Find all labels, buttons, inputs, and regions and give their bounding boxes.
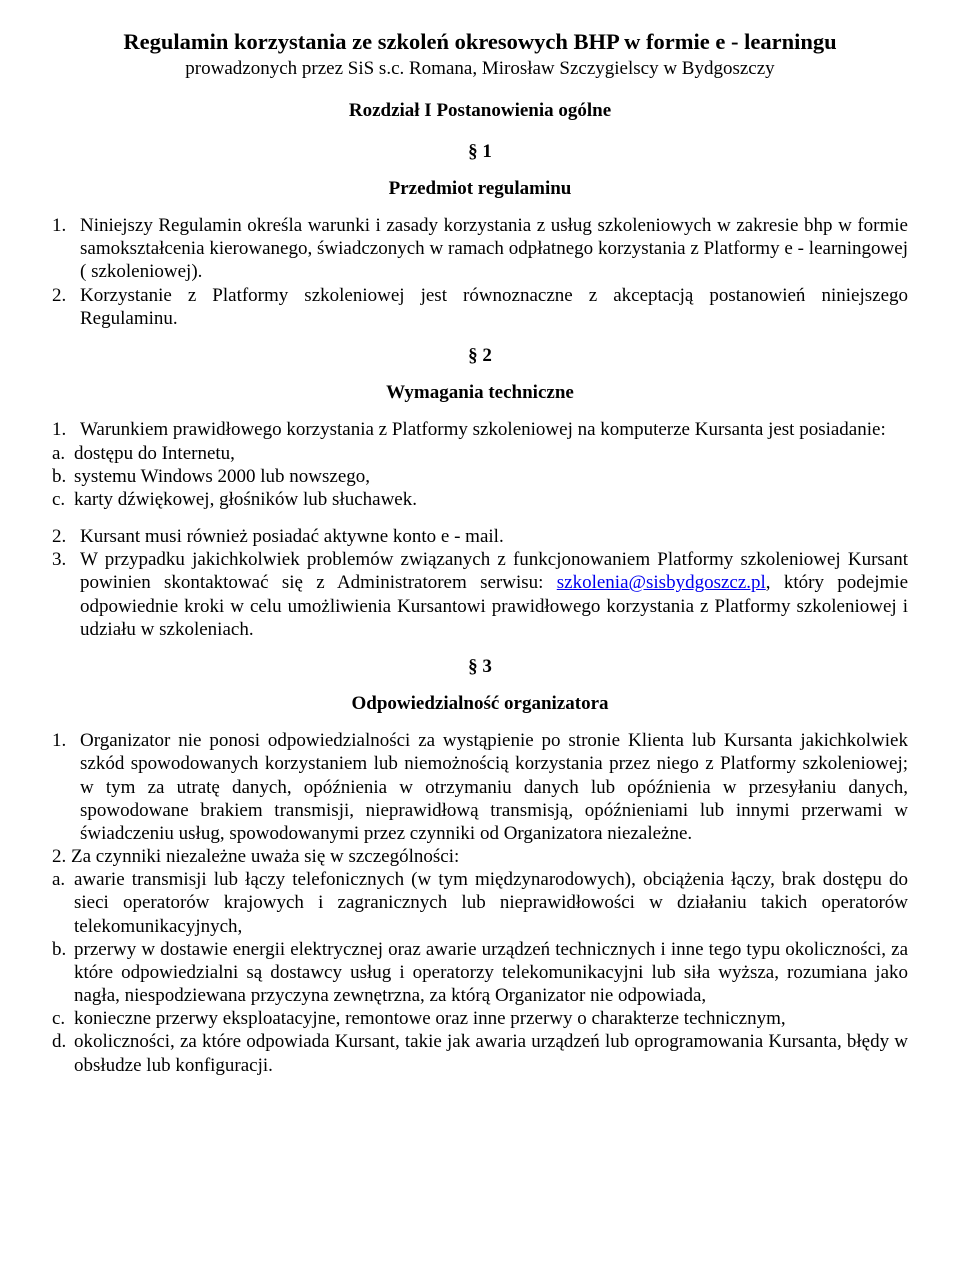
s3-item-b: b. przerwy w dostawie energii elektryczn… bbox=[52, 938, 908, 1008]
section-3-num: § 3 bbox=[52, 655, 908, 678]
list-text: przerwy w dostawie energii elektrycznej … bbox=[74, 938, 908, 1008]
list-marker: a. bbox=[52, 868, 74, 938]
list-marker: 2. bbox=[52, 284, 80, 330]
s2-item-c: c. karty dźwiękowej, głośników lub słuch… bbox=[52, 488, 908, 511]
s2-item-3: 3. W przypadku jakichkolwiek problemów z… bbox=[52, 548, 908, 641]
s3-item-d: d. okoliczności, za które odpowiada Kurs… bbox=[52, 1030, 908, 1076]
s2-item-a: a. dostępu do Internetu, bbox=[52, 442, 908, 465]
section-3-title: Odpowiedzialność organizatora bbox=[52, 692, 908, 715]
list-marker: b. bbox=[52, 938, 74, 1008]
list-marker: a. bbox=[52, 442, 74, 465]
list-text: Niniejszy Regulamin określa warunki i za… bbox=[80, 214, 908, 284]
section-1-title: Przedmiot regulaminu bbox=[52, 177, 908, 200]
s1-item-2: 2. Korzystanie z Platformy szkoleniowej … bbox=[52, 284, 908, 330]
list-text: systemu Windows 2000 lub nowszego, bbox=[74, 465, 908, 488]
list-text: Korzystanie z Platformy szkoleniowej jes… bbox=[80, 284, 908, 330]
list-marker: b. bbox=[52, 465, 74, 488]
list-marker: 2. bbox=[52, 525, 80, 548]
list-marker: d. bbox=[52, 1030, 74, 1076]
s3-item-1: 1. Organizator nie ponosi odpowiedzialno… bbox=[52, 729, 908, 845]
email-link[interactable]: szkolenia@sisbydgoszcz.pl bbox=[557, 572, 766, 593]
list-text: Warunkiem prawidłowego korzystania z Pla… bbox=[80, 418, 908, 441]
list-text: Kursant musi również posiadać aktywne ko… bbox=[80, 525, 908, 548]
list-marker: 1. bbox=[52, 214, 80, 284]
list-text: konieczne przerwy eksploatacyjne, remont… bbox=[74, 1007, 908, 1030]
list-marker: c. bbox=[52, 1007, 74, 1030]
list-marker: c. bbox=[52, 488, 74, 511]
s2-item-2: 2. Kursant musi również posiadać aktywne… bbox=[52, 525, 908, 548]
s3-item-a: a. awarie transmisji lub łączy telefonic… bbox=[52, 868, 908, 938]
list-text: Organizator nie ponosi odpowiedzialności… bbox=[80, 729, 908, 845]
list-text: karty dźwiękowej, głośników lub słuchawe… bbox=[74, 488, 908, 511]
list-marker: 1. bbox=[52, 418, 80, 441]
doc-title: Regulamin korzystania ze szkoleń okresow… bbox=[52, 28, 908, 55]
list-marker: 1. bbox=[52, 729, 80, 845]
list-text: dostępu do Internetu, bbox=[74, 442, 908, 465]
section-2-title: Wymagania techniczne bbox=[52, 381, 908, 404]
list-text: okoliczności, za które odpowiada Kursant… bbox=[74, 1030, 908, 1076]
doc-subtitle: prowadzonych przez SiS s.c. Romana, Miro… bbox=[52, 57, 908, 80]
chapter-heading: Rozdział I Postanowienia ogólne bbox=[52, 99, 908, 122]
s3-item-c: c. konieczne przerwy eksploatacyjne, rem… bbox=[52, 1007, 908, 1030]
list-text: awarie transmisji lub łączy telefoniczny… bbox=[74, 868, 908, 938]
list-marker: 3. bbox=[52, 548, 80, 641]
s1-item-1: 1. Niniejszy Regulamin określa warunki i… bbox=[52, 214, 908, 284]
section-2-num: § 2 bbox=[52, 344, 908, 367]
s2-item-1: 1. Warunkiem prawidłowego korzystania z … bbox=[52, 418, 908, 441]
s2-item-b: b. systemu Windows 2000 lub nowszego, bbox=[52, 465, 908, 488]
section-1-num: § 1 bbox=[52, 140, 908, 163]
s3-item-2-intro: 2. Za czynniki niezależne uważa się w sz… bbox=[52, 845, 908, 868]
list-text: W przypadku jakichkolwiek problemów zwią… bbox=[80, 548, 908, 641]
